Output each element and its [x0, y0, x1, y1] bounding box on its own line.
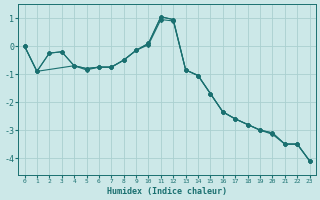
X-axis label: Humidex (Indice chaleur): Humidex (Indice chaleur) [107, 187, 227, 196]
